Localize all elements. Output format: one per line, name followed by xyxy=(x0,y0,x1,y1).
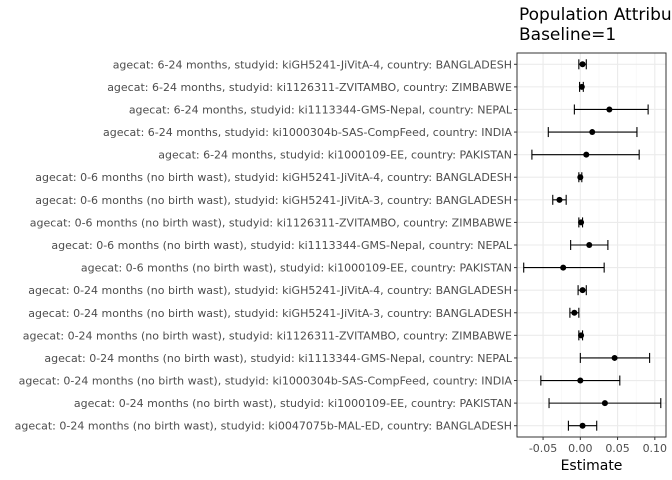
y-tick-label: agecat: 6-24 months, studyid: ki1126311-… xyxy=(107,81,512,94)
point-estimate xyxy=(579,422,586,429)
y-tick-label: agecat: 0-24 months (no birth wast), stu… xyxy=(74,397,512,410)
y-axis-tick-labels: agecat: 6-24 months, studyid: kiGH5241-J… xyxy=(15,58,517,433)
point-estimate xyxy=(601,400,608,407)
x-tick-label: 0.05 xyxy=(605,442,630,455)
y-tick-label: agecat: 6-24 months, studyid: ki1000304b… xyxy=(103,126,512,139)
y-tick-label: agecat: 0-24 months (no birth wast), stu… xyxy=(23,329,512,342)
chart-title: Population Attributa Baseline=1 xyxy=(519,5,672,45)
y-tick-label: agecat: 0-6 months (no birth wast), stud… xyxy=(35,171,512,184)
y-tick-label: agecat: 0-6 months (no birth wast), stud… xyxy=(51,239,512,252)
point-estimate xyxy=(578,219,585,226)
point-estimate xyxy=(571,309,578,316)
chart-title-line1: Population Attributa xyxy=(519,5,672,25)
point-estimate xyxy=(579,287,586,294)
y-tick-label: agecat: 0-6 months (no birth wast), stud… xyxy=(81,262,512,275)
point-estimate xyxy=(611,354,618,361)
point-estimate xyxy=(578,332,585,339)
point-estimate xyxy=(589,129,596,136)
y-tick-label: agecat: 0-6 months (no birth wast), stud… xyxy=(35,194,512,207)
x-axis-label: Estimate xyxy=(561,458,623,474)
point-estimate xyxy=(577,174,584,181)
point-estimate xyxy=(560,264,567,271)
x-tick-label: -0.05 xyxy=(529,442,557,455)
y-tick-label: agecat: 0-24 months (no birth wast), stu… xyxy=(15,420,512,433)
y-tick-label: agecat: 0-24 months (no birth wast), stu… xyxy=(28,307,512,320)
y-tick-label: agecat: 0-24 months (no birth wast), stu… xyxy=(28,284,512,297)
point-estimate xyxy=(578,83,585,90)
y-tick-label: agecat: 0-24 months (no birth wast), stu… xyxy=(19,375,513,388)
point-estimates xyxy=(556,61,618,429)
y-tick-label: agecat: 0-24 months (no birth wast), stu… xyxy=(44,352,512,365)
point-estimate xyxy=(583,151,590,158)
point-estimate xyxy=(579,61,586,68)
y-tick-label: agecat: 6-24 months, studyid: ki1000109-… xyxy=(158,149,512,162)
y-tick-label: agecat: 6-24 months, studyid: kiGH5241-J… xyxy=(113,58,512,71)
y-tick-label: agecat: 6-24 months, studyid: ki1113344-… xyxy=(129,103,513,116)
x-tick-label: 0.00 xyxy=(568,442,593,455)
point-estimate xyxy=(556,196,563,203)
x-axis-ticks: -0.05 0.00 0.05 0.10 xyxy=(529,437,667,455)
chart-title-line2: Baseline=1 xyxy=(519,25,617,45)
y-tick-label: agecat: 0-6 months (no birth wast), stud… xyxy=(30,216,512,229)
point-estimate xyxy=(577,377,584,384)
point-estimate xyxy=(586,242,593,248)
point-estimate xyxy=(606,106,613,113)
x-tick-label: 0.10 xyxy=(643,442,668,455)
